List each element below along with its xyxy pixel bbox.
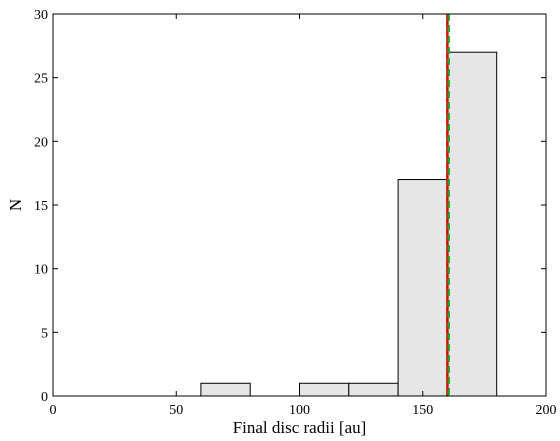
y-tick-label: 30 <box>34 8 48 23</box>
x-axis-label: Final disc radii [au] <box>233 418 367 437</box>
histogram-bar <box>348 382 399 397</box>
x-tick-label: 100 <box>289 403 310 418</box>
x-tick-label: 50 <box>169 403 183 418</box>
y-tick-label: 20 <box>34 135 48 150</box>
y-tick-label: 0 <box>41 390 48 405</box>
y-tick-label: 10 <box>34 263 48 278</box>
y-tick-label: 25 <box>34 72 48 87</box>
x-tick-label: 150 <box>412 403 433 418</box>
histogram-bar <box>446 51 498 397</box>
y-tick-label: 5 <box>41 326 48 341</box>
histogram-bar <box>397 179 448 397</box>
ticks-layer: 0 50 100 150 200 0 5 10 15 20 25 30 <box>34 8 557 418</box>
reference-lines-layer <box>446 14 450 396</box>
histogram-bar <box>299 382 350 397</box>
bars-layer <box>200 51 498 397</box>
y-tick-label: 15 <box>34 199 48 214</box>
y-axis-label: N <box>6 199 25 211</box>
histogram-bar <box>200 382 251 397</box>
x-tick-label: 0 <box>50 403 57 418</box>
x-tick-label: 200 <box>536 403 557 418</box>
